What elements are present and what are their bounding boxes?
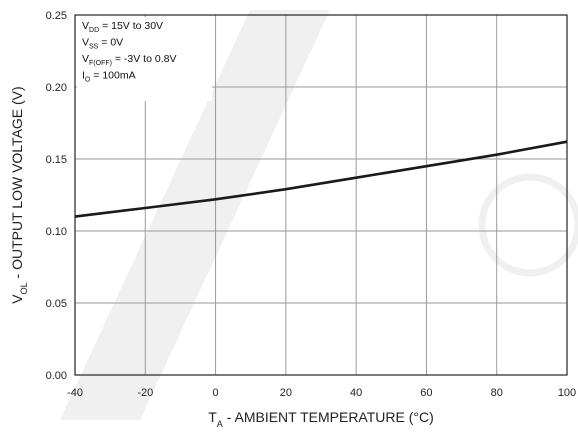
condition-symbol: V [82,37,89,49]
y-tick-label: 0.05 [46,298,67,310]
condition-symbol: I [82,70,85,82]
x-tick-label: 60 [420,387,432,399]
y-axis-ticks: 0.00 0.05 0.10 0.15 0.20 0.25 [46,10,67,382]
x-axis-ticks: -40 -20 0 20 40 60 80 100 [67,387,576,399]
condition-symbol: V [82,53,89,65]
y-tick-label: 0.10 [46,226,67,238]
x-axis-label: TA - AMBIENT TEMPERATURE (°C) [208,409,434,429]
y-tick-label: 0.00 [46,370,67,382]
y-axis-label: VOL - OUTPUT LOW VOLTAGE (V) [9,86,29,303]
y-tick-label: 0.15 [46,154,67,166]
condition-subscript: F(OFF) [89,60,112,67]
condition-value: = -3V to 0.8V [112,53,177,65]
series-line [74,140,568,218]
y-tick-label: 0.25 [46,10,67,22]
x-axis-label-sub: A [217,419,223,429]
condition-line: IO = 100mA [82,70,136,84]
condition-line: VF(OFF) = -3V to 0.8V [82,53,176,67]
condition-subscript: O [85,77,91,84]
x-tick-label: 0 [213,387,219,399]
plot-frame [74,14,568,376]
x-tick-label: -40 [67,387,83,399]
condition-subscript: SS [89,44,99,51]
watermark-decoration [60,10,578,420]
x-tick-label: 20 [280,387,292,399]
y-axis-label-rest: - OUTPUT LOW VOLTAGE (V) [9,86,25,282]
condition-value: = 100mA [90,70,135,82]
condition-value: = 0V [98,37,123,49]
condition-symbol: V [82,20,89,32]
x-tick-label: 100 [558,387,576,399]
y-axis-label-sub: OL [19,282,29,294]
x-tick-label: -20 [137,387,153,399]
x-axis-label-main: T [208,409,217,425]
condition-line: VDD = 15V to 30V [82,20,163,34]
series-layer [74,140,568,218]
x-tick-label: 40 [350,387,362,399]
x-axis-label-rest: - AMBIENT TEMPERATURE (°C) [223,409,434,425]
condition-value: = 15V to 30V [99,20,163,32]
condition-subscript: DD [89,27,99,34]
condition-line: VSS = 0V [82,37,123,51]
x-tick-label: 80 [491,387,503,399]
y-axis-label-main: V [9,294,25,304]
y-tick-label: 0.20 [46,82,67,94]
conditions-box [77,17,212,101]
